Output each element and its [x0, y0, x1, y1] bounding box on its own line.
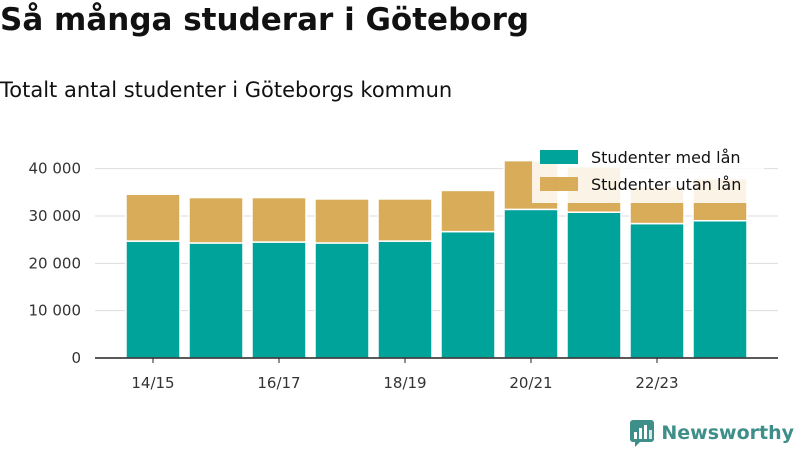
- brand-name: Newsworthy: [661, 422, 794, 444]
- y-tick-label: 20 000: [29, 254, 82, 272]
- bar-utan-lan-16-17: [251, 196, 307, 243]
- bar-utan-lan-18-19: [377, 198, 433, 242]
- newsworthy-logo-icon: [630, 420, 655, 447]
- y-tick-label: 10 000: [29, 302, 82, 320]
- x-tick-label: 22/23: [635, 374, 678, 392]
- bar-med-lan-18-19: [377, 240, 433, 359]
- bar-utan-lan-17-18: [314, 198, 370, 244]
- y-tick-label: 0: [71, 349, 81, 367]
- brand-logo: Newsworthy: [629, 419, 794, 447]
- legend-label: Studenter med lån: [591, 148, 741, 167]
- bar-med-lan-16-17: [251, 241, 307, 359]
- bar-utan-lan-14-15: [125, 193, 181, 242]
- x-tick-label: 16/17: [257, 374, 300, 392]
- legend-swatch: [540, 150, 578, 164]
- bar-med-lan-19-20: [440, 230, 496, 359]
- bar-med-lan-20-21: [503, 208, 559, 359]
- page-title: Så många studerar i Göteborg: [0, 2, 530, 38]
- x-tick-label: 18/19: [383, 374, 426, 392]
- x-tick-label: 20/21: [509, 374, 552, 392]
- x-tick-label: 14/15: [131, 374, 174, 392]
- legend-label: Studenter utan lån: [591, 175, 741, 194]
- bar-med-lan-22-23: [629, 222, 685, 359]
- bar-med-lan-14-15: [125, 240, 181, 359]
- bar-med-lan-23-24: [692, 219, 748, 359]
- bar-med-lan-15-16: [188, 242, 244, 359]
- bar-med-lan-17-18: [314, 242, 370, 359]
- bar-med-lan-21-22: [566, 211, 622, 359]
- y-tick-label: 40 000: [29, 160, 82, 178]
- legend-swatch: [540, 177, 578, 191]
- page-subtitle: Totalt antal studenter i Göteborgs kommu…: [0, 78, 453, 102]
- y-tick-label: 30 000: [29, 207, 82, 225]
- bar-utan-lan-15-16: [188, 196, 244, 244]
- bar-utan-lan-19-20: [440, 189, 496, 233]
